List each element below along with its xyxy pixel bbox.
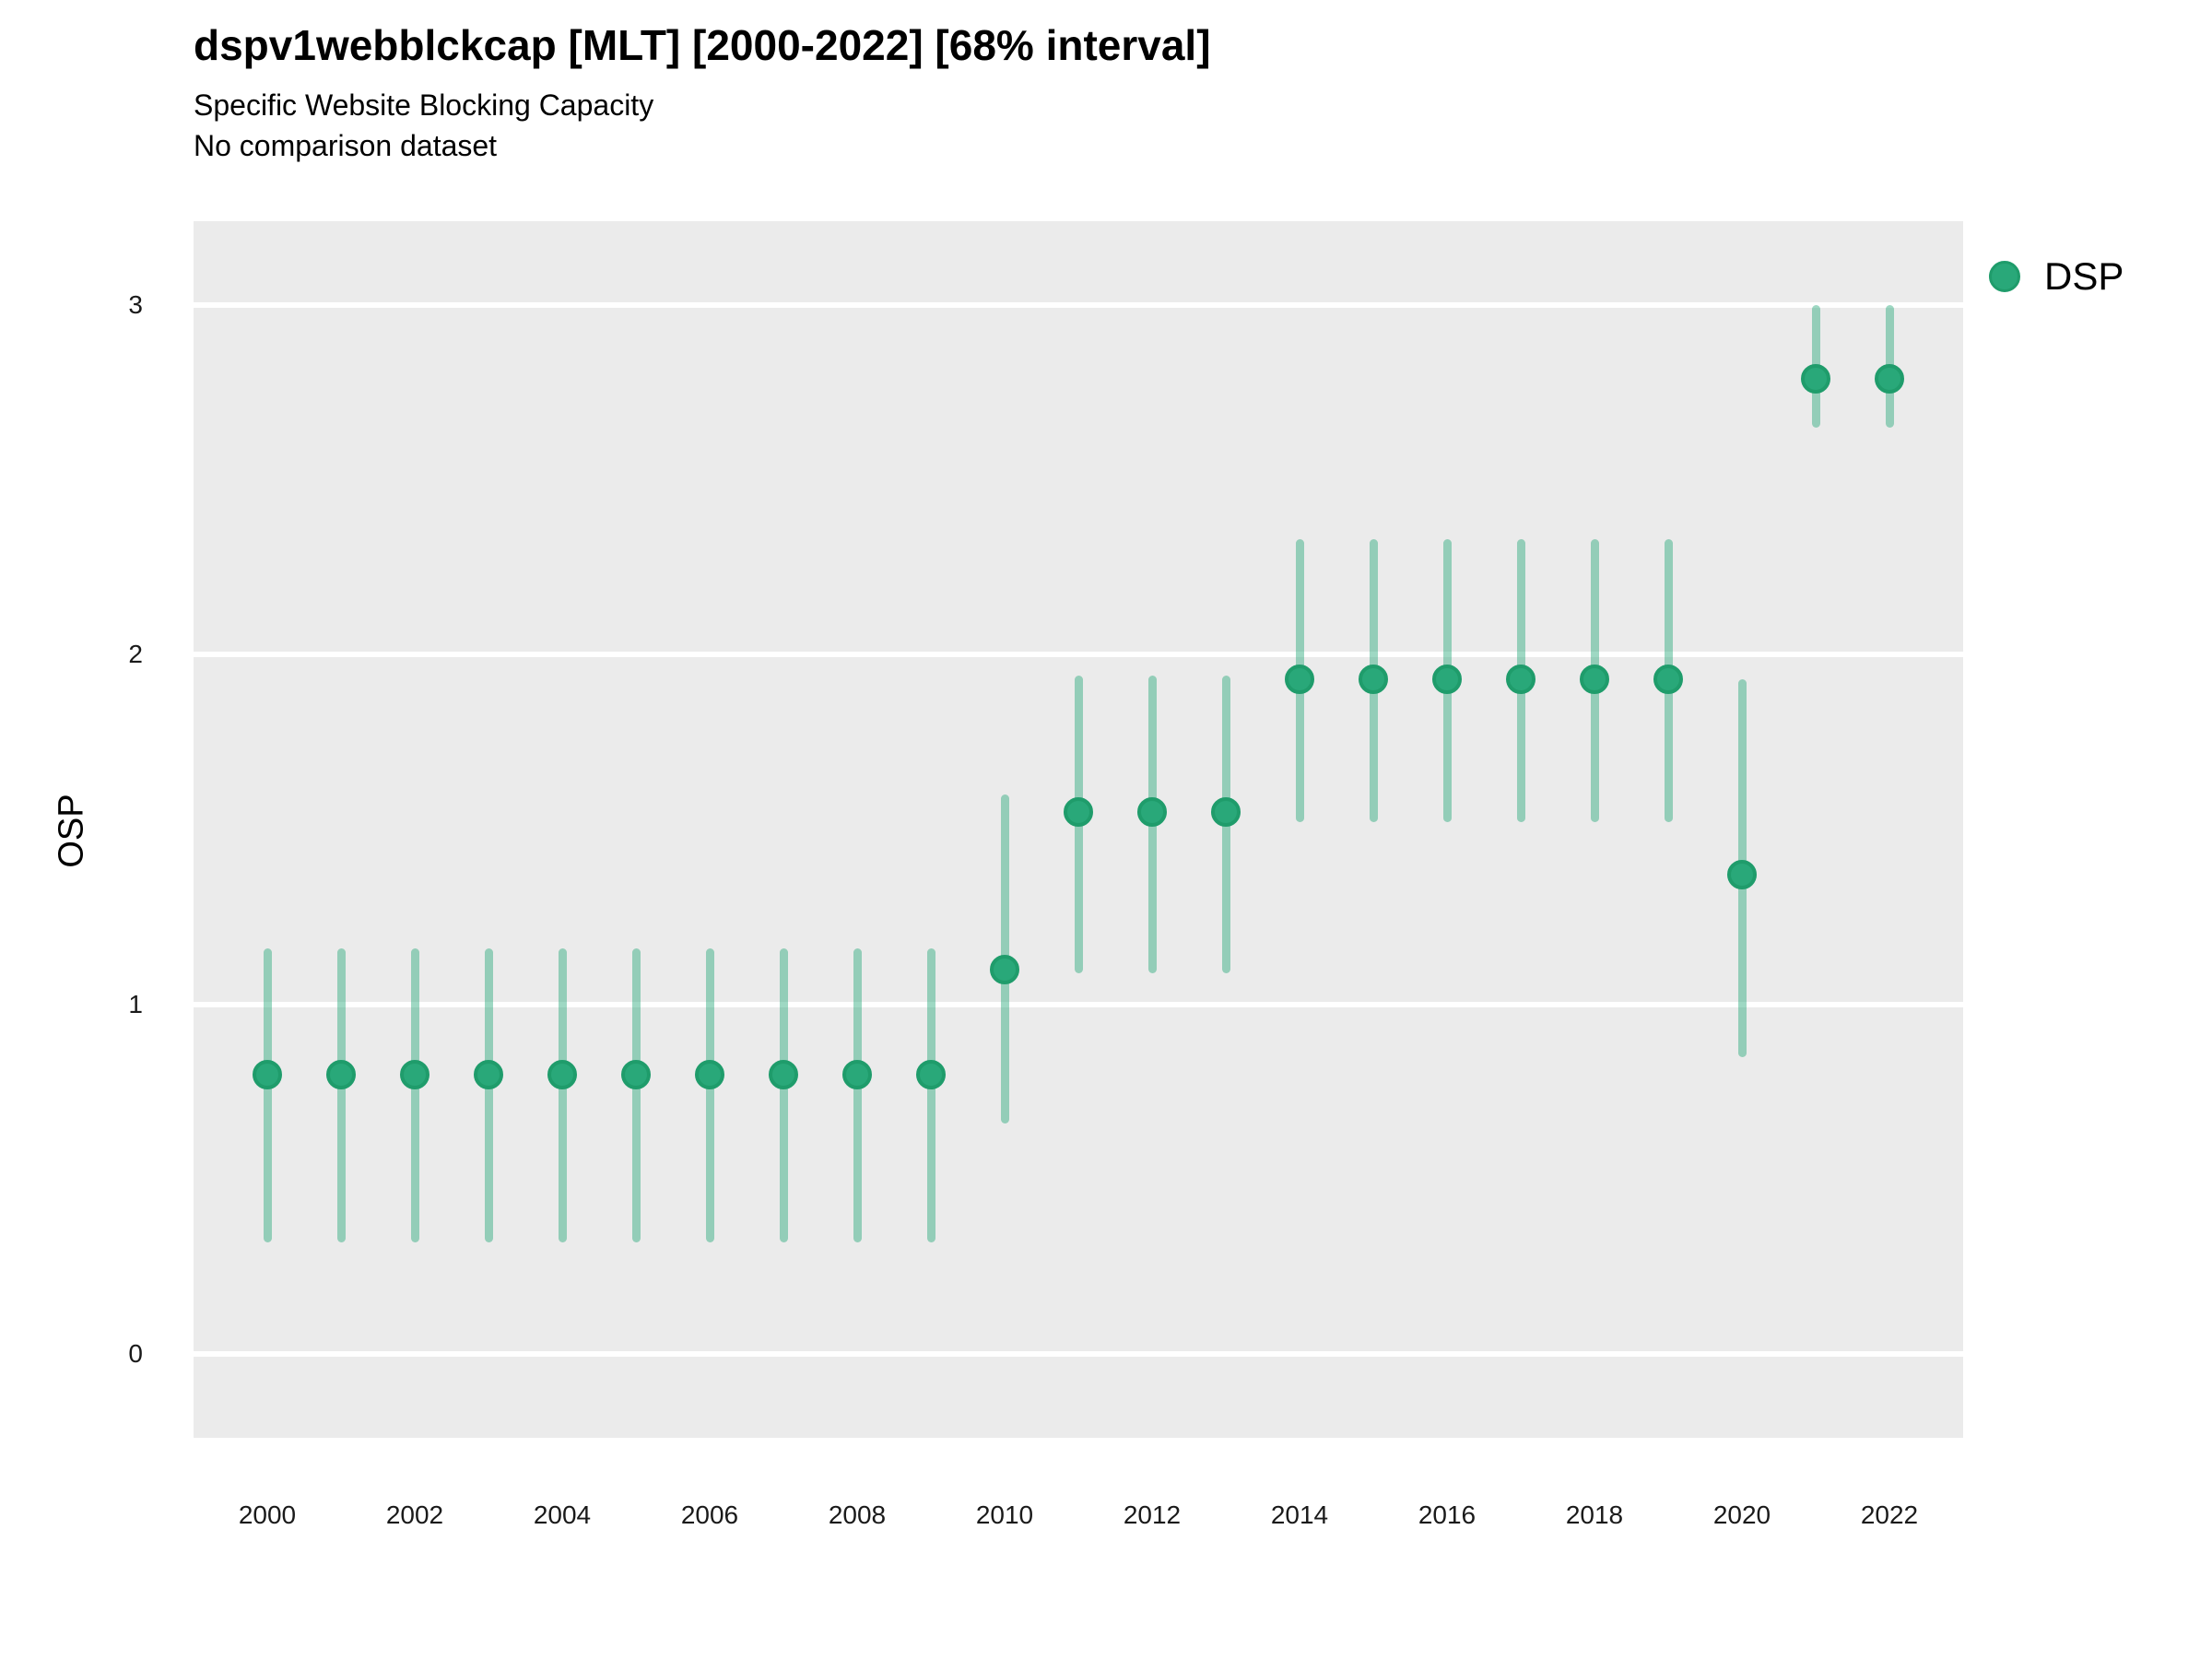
- error-bar: [926, 947, 935, 1242]
- data-point: [1211, 797, 1241, 828]
- chart-title: dspv1webblckcap [MLT] [2000-2022] [68% i…: [194, 21, 1211, 69]
- error-bar: [779, 947, 788, 1242]
- error-bar: [558, 947, 567, 1242]
- y-tick-label: 0: [128, 1338, 143, 1368]
- x-tick-label: 2022: [1860, 1500, 1919, 1529]
- gridline: [194, 1350, 1963, 1357]
- data-point: [621, 1059, 651, 1089]
- data-point: [400, 1059, 429, 1089]
- x-tick-label: 2000: [238, 1500, 297, 1529]
- data-point: [769, 1059, 798, 1089]
- legend-dsp-label: DSP: [2044, 254, 2124, 298]
- x-tick-label: 2016: [1418, 1500, 1477, 1529]
- data-point: [916, 1059, 946, 1089]
- error-bar: [336, 947, 346, 1242]
- data-point: [1506, 664, 1535, 694]
- y-tick-label: 1: [128, 989, 143, 1018]
- error-bar: [484, 947, 493, 1242]
- data-point: [1727, 860, 1757, 890]
- data-point: [1285, 664, 1314, 694]
- x-tick-label: 2020: [1712, 1500, 1771, 1529]
- x-tick-label: 2004: [533, 1500, 592, 1529]
- data-point: [1432, 664, 1462, 694]
- data-point: [1875, 363, 1904, 394]
- x-tick-label: 2010: [975, 1500, 1034, 1529]
- data-point: [990, 954, 1019, 984]
- data-point: [1064, 797, 1093, 828]
- gridline: [194, 302, 1963, 309]
- plot-panel: [194, 221, 1963, 1438]
- x-tick-label: 2018: [1565, 1500, 1624, 1529]
- data-point: [1801, 363, 1830, 394]
- error-bar: [853, 947, 862, 1242]
- chart-comparison-note: No comparison dataset: [194, 129, 498, 162]
- data-point: [1137, 797, 1167, 828]
- chart-subtitle: Specific Website Blocking Capacity: [194, 88, 654, 122]
- data-point: [474, 1059, 503, 1089]
- x-tick-label: 2008: [828, 1500, 887, 1529]
- data-point: [547, 1059, 577, 1089]
- data-point: [1359, 664, 1388, 694]
- legend-dsp-swatch-icon: [1989, 261, 2020, 292]
- data-point: [326, 1059, 356, 1089]
- error-bar: [705, 947, 714, 1242]
- x-tick-label: 2014: [1270, 1500, 1329, 1529]
- y-axis-title: OSP: [52, 794, 91, 868]
- error-bar: [263, 947, 272, 1242]
- legend: DSP: [1989, 254, 2124, 299]
- gridline: [194, 1001, 1963, 1007]
- data-point: [1580, 664, 1609, 694]
- error-bar: [410, 947, 419, 1242]
- data-point: [842, 1059, 872, 1089]
- data-point: [1653, 664, 1683, 694]
- x-tick-label: 2006: [680, 1500, 739, 1529]
- data-point: [695, 1059, 724, 1089]
- y-tick-label: 3: [128, 290, 143, 320]
- data-point: [253, 1059, 282, 1089]
- x-tick-label: 2002: [385, 1500, 444, 1529]
- x-tick-label: 2012: [1123, 1500, 1182, 1529]
- error-bar: [631, 947, 641, 1242]
- y-tick-label: 2: [128, 640, 143, 669]
- gridline: [194, 652, 1963, 658]
